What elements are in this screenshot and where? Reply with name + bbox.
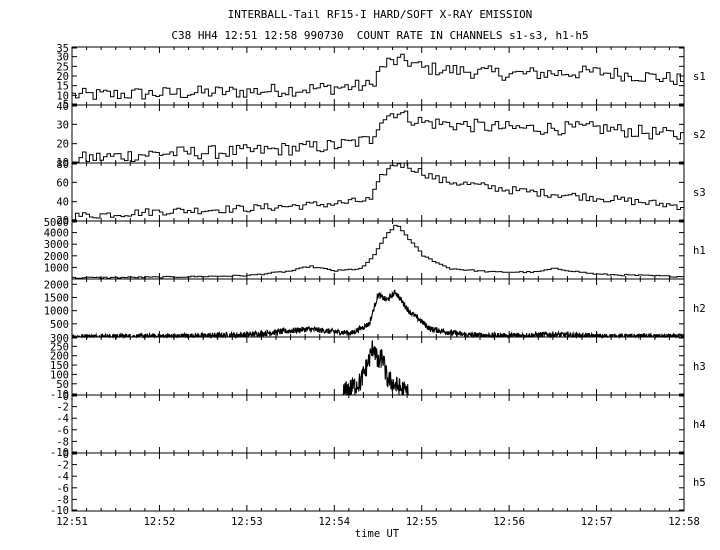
y-tick-label-h5-4: -2	[56, 460, 69, 472]
series-line-s3	[72, 162, 685, 221]
series-line-s1	[72, 53, 685, 100]
y-tick-label-h4-2: -6	[56, 425, 69, 437]
y-tick-label-h1-3: 2000	[44, 251, 69, 263]
x-tick-label-7: 12:58	[668, 516, 700, 528]
y-tick-label-h3-6: -10	[50, 389, 69, 401]
y-tick-label-s2-2: 20	[56, 139, 69, 151]
y-tick-label-s1-2: 25	[56, 61, 69, 73]
y-tick-label-h1-4: 1000	[44, 262, 69, 274]
y-tick-label-s3-2: 40	[56, 197, 69, 209]
panel-frame-h2	[71, 278, 685, 338]
y-tick-label-s2-0: 40	[56, 101, 69, 113]
y-tick-label-s2-1: 30	[56, 119, 69, 131]
panel-label-s3: s3	[693, 187, 706, 199]
panel-frame-s3	[71, 162, 685, 222]
y-tick-label-s1-0: 35	[56, 43, 69, 55]
y-tick-label-h2-2: 1000	[44, 306, 69, 318]
y-tick-label-s1-4: 15	[56, 81, 69, 93]
y-tick-label-h5-0: -10	[50, 505, 69, 517]
y-tick-label-h5-2: -6	[56, 483, 69, 495]
x-tick-label-1: 12:52	[144, 516, 176, 528]
x-axis-label: time UT	[355, 528, 400, 540]
x-tick-label-3: 12:54	[318, 516, 350, 528]
series-line-h1	[72, 224, 685, 279]
y-tick-label-s2-3: 10	[56, 157, 69, 169]
panel-label-h2: h2	[693, 303, 706, 315]
x-tick-label-0: 12:51	[56, 516, 88, 528]
y-tick-label-s1-6: 5	[63, 99, 69, 111]
panel-frame-s1	[71, 46, 685, 106]
y-tick-label-s3-1: 60	[56, 177, 69, 189]
y-tick-label-s3-3: 20	[56, 215, 69, 227]
chart-subtitle: C38 HH4 12:51 12:58 990730 COUNT RATE IN…	[171, 29, 589, 42]
y-tick-label-h1-1: 4000	[44, 228, 69, 240]
y-tick-label-h3-3: 150	[50, 360, 69, 372]
x-tick-label-4: 12:55	[406, 516, 438, 528]
chart-title: INTERBALL-Tail RF15-I HARD/SOFT X-RAY EM…	[227, 8, 533, 21]
y-tick-label-h4-4: -2	[56, 402, 69, 414]
y-tick-label-h3-5: 50	[56, 379, 69, 391]
y-tick-label-h5-5: 0	[63, 449, 69, 461]
y-tick-label-h4-0: -10	[50, 447, 69, 459]
panel-label-h3: h3	[693, 361, 706, 373]
panel-s2: 40 30 20 10 s2	[56, 101, 705, 169]
x-tick-label-2: 12:53	[231, 516, 263, 528]
y-tick-label-h4-5: 0	[63, 391, 69, 403]
panel-label-h5: h5	[693, 477, 706, 489]
chart-panels: 3530252015105s140302010s280604020s350004…	[44, 43, 706, 517]
x-axis: 12:51 12:52 12:53 12:54 12:55 12:56 12:57 12:58	[56, 516, 700, 528]
y-tick-label-h4-1: -8	[56, 436, 69, 448]
y-tick-label-h4-3: -4	[56, 413, 69, 425]
panel-frame-h4	[71, 394, 685, 454]
panel-s3: 80 60 40 20 s3	[56, 159, 705, 227]
y-tick-label-h2-1: 1500	[44, 292, 69, 304]
x-tick-label-6: 12:57	[581, 516, 613, 528]
panel-label-s1: s1	[693, 71, 706, 83]
y-tick-label-h2-0: 2000	[44, 279, 69, 291]
y-tick-label-s1-3: 20	[56, 71, 69, 83]
panel-label-s2: s2	[693, 129, 706, 141]
panel-label-h4: h4	[693, 419, 706, 431]
y-tick-label-s1-5: 10	[56, 90, 69, 102]
y-tick-label-h3-4: 100	[50, 369, 69, 381]
y-tick-label-s1-1: 30	[56, 52, 69, 64]
panel-frame-h5	[71, 452, 685, 512]
y-tick-label-h1-0: 5000	[44, 217, 69, 229]
y-tick-label-h5-3: -4	[56, 471, 69, 483]
panel-frame-h1	[71, 220, 685, 280]
y-tick-label-h3-2: 200	[50, 351, 69, 363]
y-tick-label-h1-2: 3000	[44, 239, 69, 251]
y-tick-label-h2-3: 500	[50, 319, 69, 331]
y-tick-label-s3-0: 80	[56, 159, 69, 171]
y-tick-label-h3-0: 300	[50, 333, 69, 345]
y-tick-label-h3-1: 250	[50, 341, 69, 353]
y-tick-label-h5-1: -8	[56, 494, 69, 506]
panel-label-h1: h1	[693, 245, 706, 257]
series-line-h3	[342, 340, 409, 396]
series-line-s2	[72, 110, 685, 164]
series-line-h2	[71, 289, 685, 340]
x-tick-label-5: 12:56	[493, 516, 525, 528]
